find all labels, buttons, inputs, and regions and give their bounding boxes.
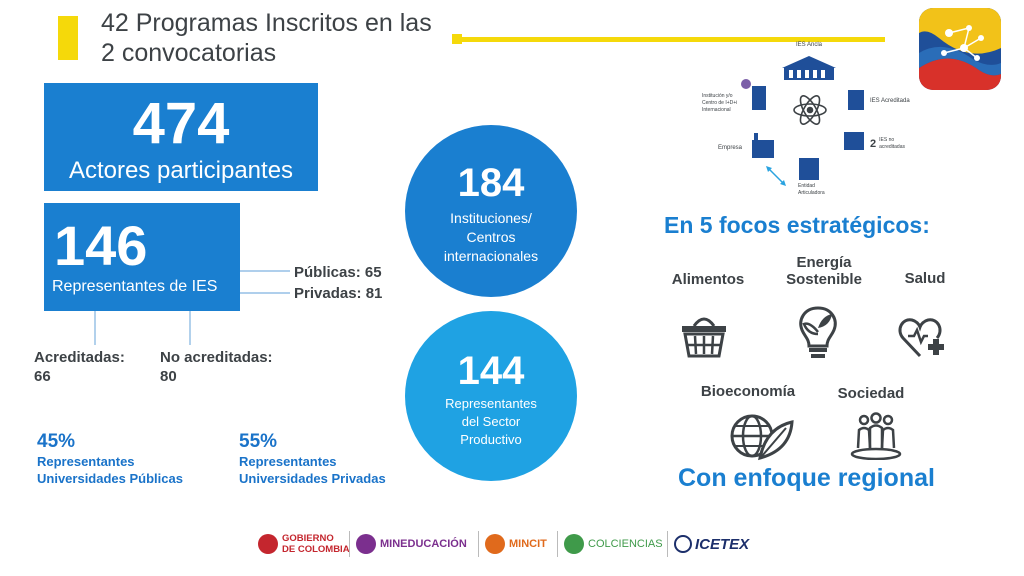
title-divider-marker [452,34,462,44]
ies-label: Representantes de IES [52,278,218,295]
pct-privadas-block: 55% Representantes Universidades Privada… [239,431,386,487]
connector-lines [94,270,290,345]
pct-publicas-value: 45% [37,431,76,452]
diagram-label-empresa: Empresa [718,145,743,151]
diagram-institucion-line3: Internacional [702,107,731,113]
ies-box: 146 Representantes de IES [44,203,240,311]
footer-divider [667,531,668,557]
gobierno-line2: DE COLOMBIA [282,544,350,555]
seal-icon [485,534,505,554]
diagram-ies-no-line1: IES no [879,137,895,143]
no-acreditadas-label: No acreditadas: [160,349,273,366]
privadas-count: Privadas: 81 [294,285,383,302]
productivo-circle: 144 Representantes del Sector Productivo [405,311,577,481]
publicas-count: Públicas: 65 [294,264,382,281]
pct-publicas-line2: Universidades Públicas [37,471,183,486]
no-acreditadas-block: No acreditadas: 80 [160,348,273,386]
gobierno-logo: GOBIERNO DE COLOMBIA [258,531,350,557]
acreditadas-block: Acreditadas: 66 [34,348,125,386]
title-divider-line [455,37,885,42]
foco-alimentos-label: Alimentos [671,271,745,288]
diagram-ies-no-number: 2 [870,138,877,150]
diagram-label-entidad: Entidad Articuladora [798,183,825,197]
diagram-label-ies-acreditada: IES Acreditada [870,98,910,104]
ies-number: 146 [54,214,148,277]
instituciones-line2: Centros [466,229,516,245]
factory-icon [752,140,774,158]
actores-label: Actores participantes [68,157,294,184]
instituciones-circle: 184 Instituciones/ Centros internacional… [405,125,577,297]
title-accent-bar [58,16,78,60]
foco-energia-line1: Energía [796,254,852,271]
atom-icon [793,95,827,125]
icetex-text: ICETEX [695,535,750,553]
footer-divider [478,531,479,557]
diagram-entidad-line1: Entidad [798,183,815,189]
diagram-label-institucion: Institución y/o Centro de I+D+i Internac… [702,93,737,114]
productivo-line2: del Sector [461,414,521,429]
people-group-icon [850,412,902,460]
actores-number: 474 [132,91,230,156]
alliance-diagram: IES Ancla Institución y/o Centro de I+D+… [700,40,950,205]
productivo-line3: Productivo [460,432,522,447]
seal-icon [356,534,376,554]
foco-sociedad-label: Sociedad [837,385,905,402]
productivo-line1: Representantes [445,396,537,411]
no-acreditadas-value: 80 [160,368,177,385]
pct-publicas-block: 45% Representantes Universidades Pública… [37,431,183,487]
seal-icon [258,534,278,554]
building-icon [799,158,819,180]
arrow-icon [767,167,785,185]
pct-privadas-value: 55% [239,431,278,452]
actores-box: 474 Actores participantes [44,83,318,191]
foco-bioeconomia-label: Bioeconomía [700,383,796,400]
acreditadas-value: 66 [34,368,51,385]
instituciones-number: 184 [457,161,525,205]
diagram-ies-no-text: IES no acreditadas [879,137,905,151]
basket-icon [682,317,726,358]
foco-energia-line2: Sostenible [786,271,862,288]
diagram-ies-no-line2: acreditadas [879,144,905,150]
pct-privadas-line2: Universidades Privadas [239,471,386,486]
globe-leaf-icon [730,414,794,461]
instituciones-line1: Instituciones/ [450,210,532,226]
building-icon [848,90,864,110]
diagram-label-ies-ancla: IES Ancla [796,42,823,48]
diagram-icons [741,56,864,186]
lightbulb-leaf-icon [799,306,837,358]
diagram-institucion-line1: Institución y/o [702,93,733,99]
icetex-mark-icon [674,535,692,553]
gobierno-line1: GOBIERNO [282,533,334,544]
diagram-entidad-line2: Articuladora [798,190,825,196]
mincit-logo: MINCIT [485,531,547,557]
mineducacion-logo: MINEDUCACIÓN [356,531,467,557]
diagram-label-ies-no: 2 IES no acreditadas [870,137,905,151]
enfoque-regional-text: Con enfoque regional [678,464,935,492]
mincit-text: MINCIT [509,538,547,550]
foco-salud-label: Salud [904,270,946,287]
pct-privadas-line1: Representantes [239,454,337,469]
heart-cross-icon [898,318,944,358]
mineducacion-text: MINEDUCACIÓN [380,538,467,550]
foco-energia-label: Energía Sostenible [770,254,878,288]
gobierno-text: GOBIERNO DE COLOMBIA [282,533,350,555]
acreditadas-label: Acreditadas: [34,349,125,366]
building-icon [844,132,864,150]
colciencias-text: COLCIENCIAS [588,538,663,550]
colciencias-logo: COLCIENCIAS [564,531,663,557]
building-icon [752,86,766,110]
seal-icon [564,534,584,554]
footer-divider [349,531,350,557]
focos-title: En 5 focos estratégicos: [664,212,930,238]
productivo-number: 144 [457,349,525,393]
building-icon [782,56,836,80]
footer-divider [557,531,558,557]
page-title: 42 Programas Inscritos en las 2 convocat… [101,9,432,67]
instituciones-line3: internacionales [443,248,539,264]
pct-publicas-line1: Representantes [37,454,135,469]
icetex-logo: ICETEX [674,531,749,557]
diagram-institucion-line2: Centro de I+D+i [702,100,738,106]
program-logo [919,8,1001,90]
